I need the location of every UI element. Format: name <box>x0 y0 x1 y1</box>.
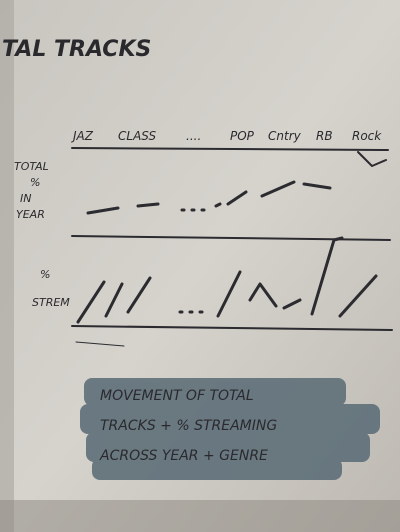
axis-rule <box>71 325 393 331</box>
heading: TAL TRACKS <box>2 37 151 62</box>
column-header: RB <box>316 129 333 143</box>
row-sketch <box>76 236 378 324</box>
row-label: % STREM <box>32 268 70 309</box>
caption-wash <box>80 378 380 480</box>
caption-line: MOVEMENT OF TOTAL <box>100 388 254 404</box>
header-rule <box>71 147 389 151</box>
row-label-line: % <box>40 268 50 281</box>
caption-line: ACROSS YEAR + GENRE <box>99 448 268 464</box>
axis-scribble <box>75 341 125 347</box>
row-label: TOTAL % IN YEAR <box>14 160 49 221</box>
column-header: CLASS <box>118 129 156 143</box>
row-label-line: TOTAL <box>14 160 49 173</box>
caption: MOVEMENT OF TOTAL TRACKS + % STREAMING A… <box>99 388 277 464</box>
column-header: JAZ <box>71 129 94 143</box>
caption-line: TRACKS + % STREAMING <box>100 418 277 434</box>
column-headers: JAZ CLASS .... POP Cntry RB Rock <box>71 129 382 143</box>
row-label-line: % <box>30 176 40 189</box>
column-header: Cntry <box>268 129 302 143</box>
row-label-line: YEAR <box>16 208 45 221</box>
row-sketch <box>86 151 387 215</box>
column-header: POP <box>230 129 255 143</box>
column-header: Rock <box>352 129 382 143</box>
table-shadow <box>0 500 400 532</box>
row-label-line: IN <box>20 192 31 205</box>
paper-edge <box>0 0 14 532</box>
column-header: .... <box>186 129 201 143</box>
row-label-line: STREM <box>32 296 70 309</box>
